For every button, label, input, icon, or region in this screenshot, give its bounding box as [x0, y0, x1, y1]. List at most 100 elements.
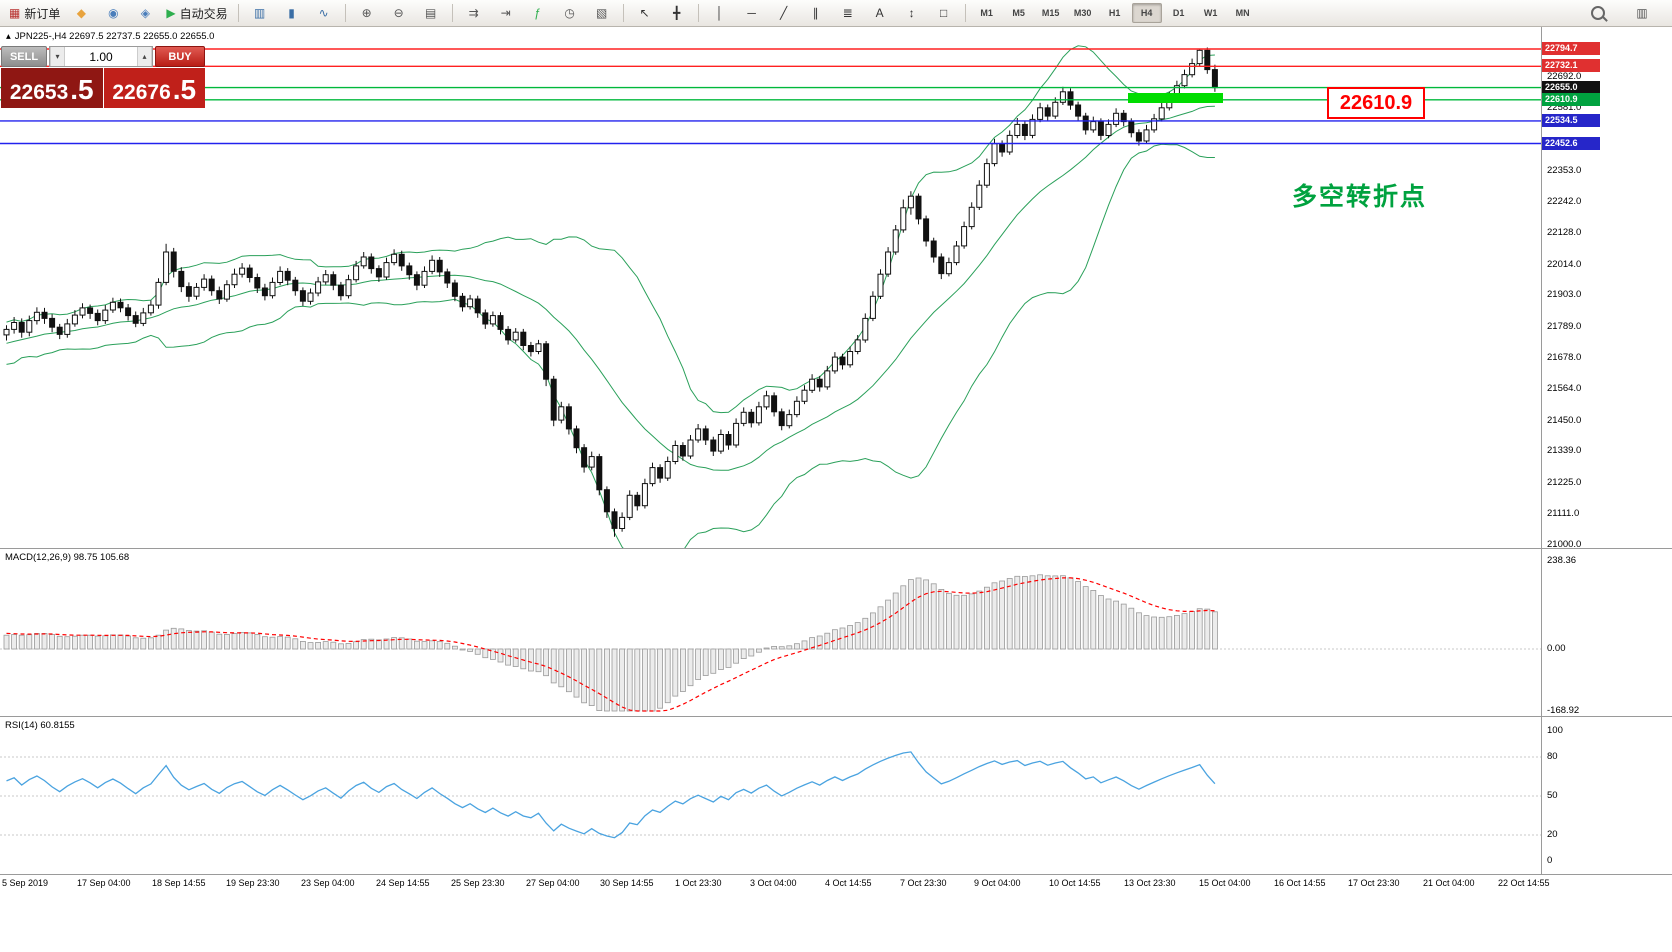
chart-shift-icon: ⇥ — [500, 6, 511, 20]
pane-divider[interactable] — [0, 716, 1672, 717]
timeframe-w1-button[interactable]: W1 — [1203, 8, 1218, 18]
time-axis-label: 5 Sep 2019 — [2, 878, 49, 888]
time-axis-label: 30 Sep 14:55 — [600, 878, 654, 888]
vertical-line-button[interactable]: │ — [704, 1, 736, 25]
rsi-axis-label: 100 — [1547, 725, 1563, 736]
highlight-zone[interactable] — [1128, 93, 1223, 103]
macd-pane[interactable] — [0, 548, 1541, 716]
price-axis-label: 22242.0 — [1547, 196, 1582, 207]
candlestick-chart-button[interactable]: ▮ — [276, 1, 308, 25]
new-order-button[interactable]: ▦ 新订单 — [4, 1, 65, 25]
zoom-out-button[interactable]: ⊖ — [383, 1, 415, 25]
buy-price-frac: .5 — [172, 74, 197, 105]
autotrading-button[interactable]: ▶ 自动交易 — [161, 1, 232, 25]
buy-price-display[interactable]: 22676 .5 — [103, 68, 205, 108]
search-button[interactable] — [1582, 1, 1614, 25]
toolbar-separator — [697, 4, 699, 22]
indicators-button[interactable]: ƒ — [522, 1, 554, 25]
price-axis-label: 21339.0 — [1547, 445, 1582, 456]
time-axis-label: 13 Oct 23:30 — [1124, 878, 1176, 888]
shapes-button[interactable]: □ — [928, 1, 960, 25]
text-button[interactable]: A — [864, 1, 896, 25]
annotation-text[interactable]: 多空转折点 — [1292, 183, 1428, 211]
horizontal-line-button[interactable]: ─ — [736, 1, 768, 25]
crosshair-button[interactable]: ╋ — [661, 1, 693, 25]
market-button[interactable]: ◈ — [129, 1, 161, 25]
metaquotes-button[interactable]: ◆ — [65, 1, 97, 25]
periods-button[interactable]: ◷ — [554, 1, 586, 25]
trendline-button[interactable]: ╱ — [768, 1, 800, 25]
price-axis-label: 22128.0 — [1547, 227, 1582, 238]
templates-button[interactable]: ▧ — [586, 1, 618, 25]
price-scale[interactable]: 22692.0 22581.0 22353.0 22242.0 22128.0 22014… — [1542, 27, 1672, 893]
time-axis-label: 4 Oct 14:55 — [825, 878, 872, 888]
timeframe-m30-button[interactable]: M30 — [1073, 8, 1092, 18]
price-axis-label: 22692.0 — [1547, 71, 1582, 82]
timeframe-h1-button[interactable]: H1 — [1108, 8, 1121, 18]
price-axis-label: 22581.0 — [1547, 102, 1582, 113]
channel-button[interactable]: ∥ — [800, 1, 832, 25]
chart-shift-button[interactable]: ⇥ — [490, 1, 522, 25]
line-chart-button[interactable]: ∿ — [308, 1, 340, 25]
time-axis-label: 22 Oct 14:55 — [1498, 878, 1550, 888]
volume-input[interactable] — [65, 47, 137, 66]
auto-scroll-button[interactable]: ⇉ — [458, 1, 490, 25]
timeframe-h4-button[interactable]: H4 — [1131, 3, 1162, 23]
price-tag-22794.7: 22794.7 — [1542, 42, 1600, 55]
chart-title-text: JPN225-,H4 22697.5 22737.5 22655.0 22655… — [14, 31, 215, 42]
sell-button[interactable]: SELL — [1, 46, 47, 67]
time-scale[interactable]: 5 Sep 2019 17 Sep 04:00 18 Sep 14:55 19 Sep… — [0, 874, 1550, 893]
buy-price-main: 22676 — [112, 81, 171, 104]
price-tag-22732.1: 22732.1 — [1542, 59, 1600, 72]
arrows-button[interactable]: ↕ — [896, 1, 928, 25]
line-chart-icon: ∿ — [318, 6, 329, 20]
tile-windows-icon: ▤ — [424, 6, 437, 20]
time-axis-label: 16 Oct 14:55 — [1274, 878, 1326, 888]
timeframe-d1-button[interactable]: D1 — [1172, 8, 1185, 18]
price-tag-22655.0: 22655.0 — [1542, 81, 1600, 94]
community-button[interactable]: ◉ — [97, 1, 129, 25]
pane-divider[interactable] — [0, 548, 1672, 549]
cursor-button[interactable]: ↖ — [629, 1, 661, 25]
crosshair-icon: ╋ — [672, 6, 681, 20]
time-axis-label: 10 Oct 14:55 — [1049, 878, 1101, 888]
time-axis-label: 17 Oct 23:30 — [1348, 878, 1400, 888]
price-pane[interactable] — [0, 27, 1541, 548]
bar-chart-button[interactable]: ▥ — [244, 1, 276, 25]
price-axis-label: 21111.0 — [1547, 508, 1580, 519]
level-callout[interactable]: 22610.9 — [1327, 87, 1425, 119]
zoom-out-icon: ⊖ — [393, 6, 404, 20]
autotrading-label: 自动交易 — [179, 6, 228, 21]
rsi-axis-label: 80 — [1547, 751, 1558, 762]
zoom-in-button[interactable]: ⊕ — [351, 1, 383, 25]
data-window-button[interactable]: ▥ — [1626, 1, 1658, 25]
macd-axis-label: -168.92 — [1547, 705, 1580, 716]
timeframe-m15-button[interactable]: M15 — [1041, 8, 1060, 18]
time-axis-label: 23 Sep 04:00 — [301, 878, 355, 888]
new-order-icon: ▦ — [9, 6, 21, 20]
tile-windows-button[interactable]: ▤ — [415, 1, 447, 25]
toolbar-separator — [964, 4, 966, 22]
macd-signal-line — [6, 577, 1215, 712]
price-axis-label: 21789.0 — [1547, 321, 1582, 332]
chart-title: ▴ JPN225-,H4 22697.5 22737.5 22655.0 226… — [6, 31, 214, 42]
candlestick-chart-icon: ▮ — [288, 6, 295, 20]
price-axis-label: 21678.0 — [1547, 352, 1582, 363]
text-icon: A — [875, 6, 884, 20]
buy-button[interactable]: BUY — [155, 46, 205, 67]
timeframe-m5-button[interactable]: M5 — [1012, 8, 1025, 18]
volume-increase-button[interactable]: ▴ — [137, 47, 152, 66]
chart-area[interactable]: 22692.0 22581.0 22353.0 22242.0 22128.0 22014… — [0, 27, 1672, 952]
macd-axis-label: 0.00 — [1547, 643, 1566, 654]
fibonacci-button[interactable]: ≣ — [832, 1, 864, 25]
templates-icon: ▧ — [595, 6, 608, 20]
timeframe-m1-button[interactable]: M1 — [980, 8, 993, 18]
time-axis-label: 21 Oct 04:00 — [1423, 878, 1475, 888]
price-axis-label: 21903.0 — [1547, 289, 1582, 300]
sell-price-display[interactable]: 22653 .5 — [1, 68, 104, 108]
channel-icon: ∥ — [812, 6, 819, 20]
toolbar-separator — [622, 4, 624, 22]
rsi-pane[interactable] — [0, 716, 1541, 874]
timeframe-mn-button[interactable]: MN — [1235, 8, 1250, 18]
volume-decrease-button[interactable]: ▾ — [50, 47, 65, 66]
